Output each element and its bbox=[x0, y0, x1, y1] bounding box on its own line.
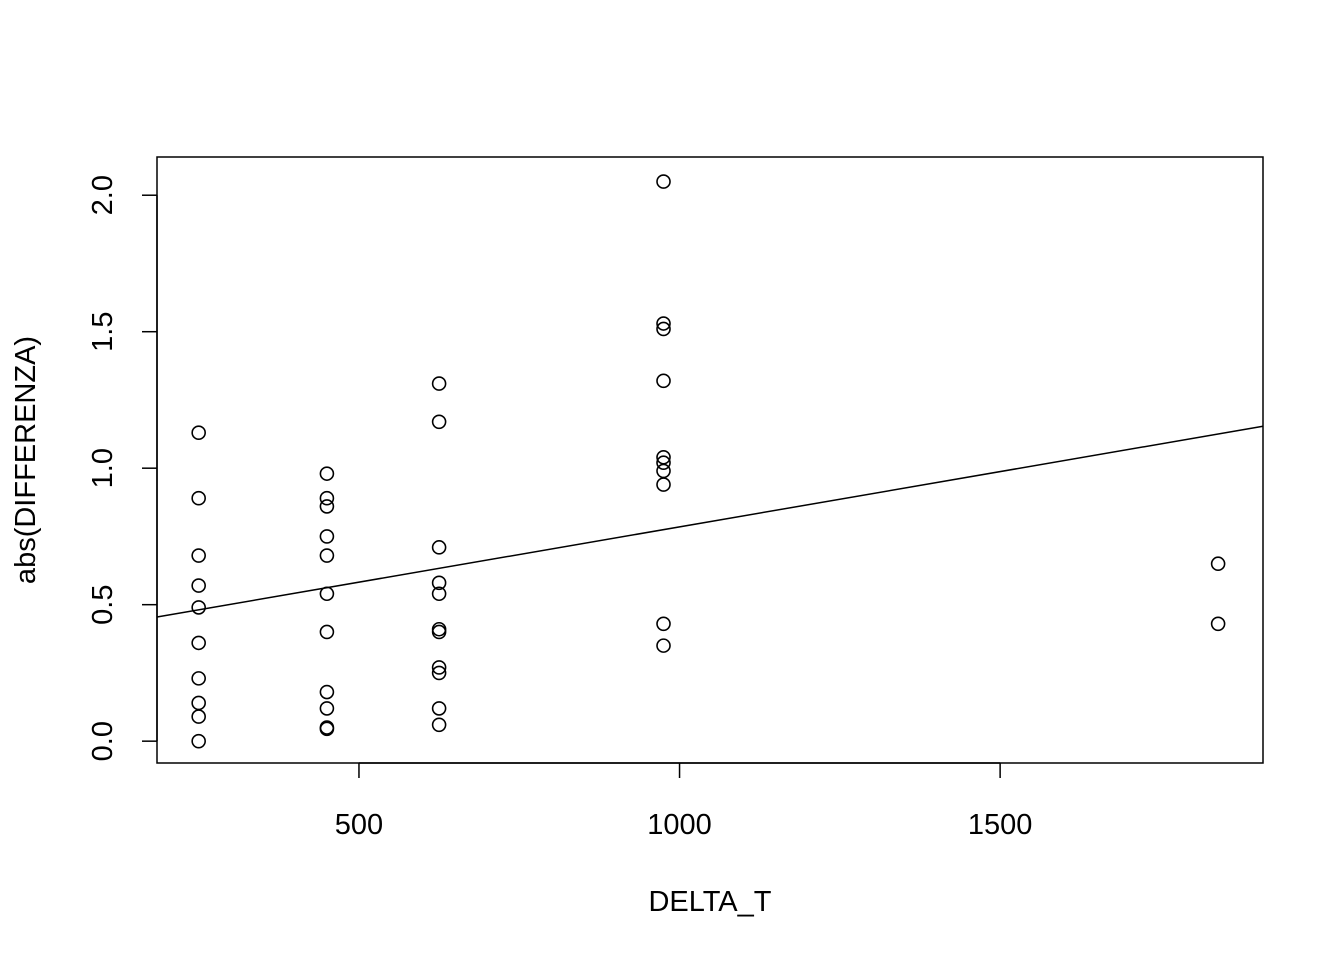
data-point-4 bbox=[191, 600, 206, 615]
x-tick-label-2: 1500 bbox=[968, 809, 1033, 841]
data-point-22 bbox=[431, 414, 447, 430]
data-point-9 bbox=[191, 733, 206, 749]
data-point-17 bbox=[319, 684, 335, 700]
data-point-40 bbox=[656, 616, 671, 632]
data-point-0 bbox=[191, 425, 206, 441]
y-tick-label-4: 2.0 bbox=[87, 175, 119, 215]
data-point-10 bbox=[319, 466, 335, 481]
data-point-41 bbox=[656, 638, 671, 653]
data-point-37 bbox=[656, 455, 671, 471]
data-point-34 bbox=[656, 321, 671, 337]
plot-frame bbox=[156, 156, 1264, 764]
data-point-20 bbox=[319, 721, 335, 737]
data-point-3 bbox=[191, 578, 206, 593]
y-tick-label-1: 0.5 bbox=[87, 585, 119, 625]
data-point-31 bbox=[431, 717, 447, 733]
data-point-39 bbox=[656, 477, 671, 492]
data-point-38 bbox=[656, 463, 671, 479]
regression-line bbox=[156, 425, 1264, 618]
data-point-25 bbox=[431, 586, 447, 602]
data-point-30 bbox=[431, 701, 447, 716]
data-point-27 bbox=[431, 624, 447, 640]
data-point-6 bbox=[191, 671, 206, 686]
x-tick-label-1: 1000 bbox=[647, 809, 712, 841]
y-tick-label-2: 1.0 bbox=[87, 448, 119, 488]
data-point-42 bbox=[1210, 556, 1226, 572]
data-point-28 bbox=[431, 660, 447, 675]
data-point-23 bbox=[431, 540, 447, 555]
data-point-5 bbox=[191, 635, 206, 651]
data-point-21 bbox=[431, 376, 447, 391]
data-point-12 bbox=[319, 499, 335, 514]
x-axis-title: DELTA_T bbox=[648, 886, 771, 918]
data-point-14 bbox=[319, 548, 335, 563]
data-point-2 bbox=[191, 548, 206, 563]
data-point-32 bbox=[656, 174, 671, 189]
y-axis-title: abs(DIFFERENZA) bbox=[10, 336, 42, 584]
x-tick-label-0: 500 bbox=[335, 809, 383, 841]
y-tick-label-3: 1.5 bbox=[87, 312, 119, 352]
y-axis: 0.0 0.5 1.0 1.5 2.0 bbox=[87, 175, 158, 761]
data-point-8 bbox=[191, 709, 206, 724]
data-point-43 bbox=[1210, 616, 1226, 632]
data-point-11 bbox=[319, 490, 335, 506]
data-point-35 bbox=[656, 373, 671, 389]
data-point-7 bbox=[191, 695, 206, 711]
data-point-29 bbox=[431, 665, 447, 681]
y-tick-label-0: 0.0 bbox=[87, 721, 119, 761]
x-axis: 500 1000 1500 bbox=[335, 762, 1033, 841]
points-layer bbox=[191, 174, 1226, 749]
data-point-13 bbox=[319, 529, 335, 544]
data-point-24 bbox=[431, 575, 447, 591]
data-point-18 bbox=[319, 701, 335, 716]
data-point-16 bbox=[319, 624, 335, 640]
data-point-33 bbox=[656, 316, 671, 331]
data-point-1 bbox=[191, 490, 206, 506]
